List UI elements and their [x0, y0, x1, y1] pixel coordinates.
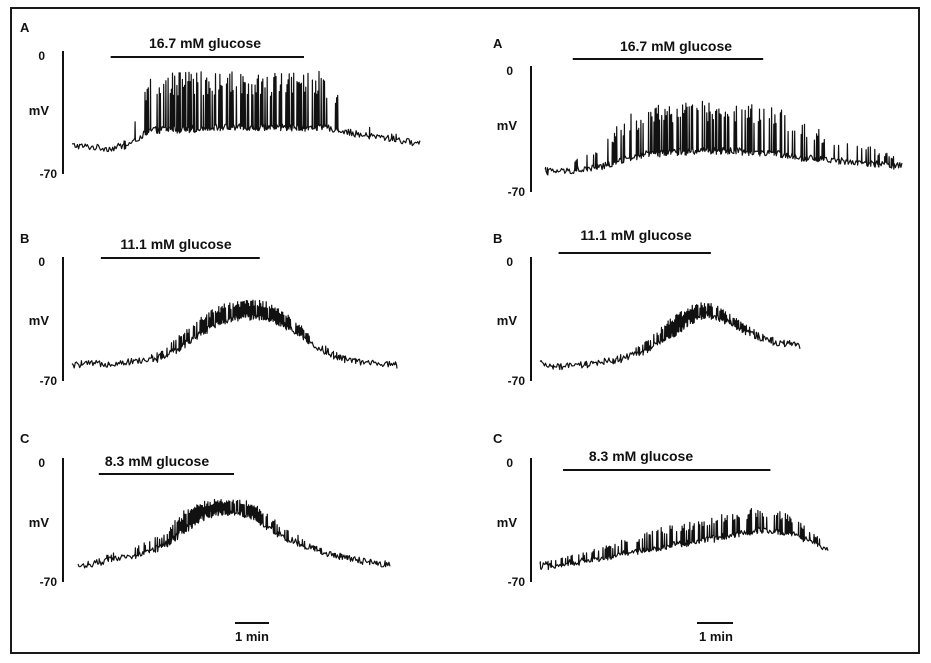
panel-letter: A	[20, 20, 30, 35]
y-tick-label-bottom: -70	[40, 167, 58, 181]
y-tick-label-bottom: -70	[40, 575, 58, 589]
y-tick-label-top: 0	[38, 255, 45, 269]
condition-label: 11.1 mM glucose	[580, 227, 691, 243]
condition-label: 16.7 mM glucose	[149, 35, 261, 51]
y-tick-label-top: 0	[506, 255, 513, 269]
y-axis-label: mV	[29, 103, 50, 118]
panel-letter: B	[20, 231, 29, 246]
trace-panel-4: C 8.3 mM glucose 0 -70 mV	[20, 431, 391, 589]
figure-frame	[10, 7, 920, 654]
y-tick-label-bottom: -70	[508, 575, 526, 589]
membrane-potential-trace	[539, 302, 801, 371]
scale-bar-right-label: 1 min	[699, 629, 733, 644]
y-axis-label: mV	[497, 118, 518, 133]
scale-bar-left: 1 min	[235, 622, 269, 644]
panel-letter: C	[20, 431, 30, 446]
y-axis-label: mV	[29, 515, 50, 530]
y-tick-label-top: 0	[38, 456, 45, 470]
scale-bar-right: 1 min	[697, 622, 733, 644]
trace-panel-0: A 16.7 mM glucose 0 -70 mV	[20, 20, 421, 181]
y-tick-label-top: 0	[506, 64, 513, 78]
panels: A 16.7 mM glucose 0 -70 mV A 16.7 mM glucose 0 -…	[20, 20, 903, 589]
condition-label: 8.3 mM glucose	[105, 453, 209, 469]
y-axis-label: mV	[497, 313, 518, 328]
panel-letter: B	[493, 231, 502, 246]
membrane-potential-trace	[539, 508, 829, 571]
y-tick-label-top: 0	[506, 456, 513, 470]
y-axis-label: mV	[497, 515, 518, 530]
condition-label: 8.3 mM glucose	[589, 448, 693, 464]
membrane-potential-trace	[71, 70, 421, 153]
y-tick-label-bottom: -70	[40, 374, 58, 388]
panel-letter: C	[493, 431, 503, 446]
y-tick-label-bottom: -70	[508, 185, 526, 199]
scale-bar-left-label: 1 min	[235, 629, 269, 644]
trace-panel-5: C 8.3 mM glucose 0 -70 mV	[493, 431, 829, 589]
trace-panel-3: B 11.1 mM glucose 0 -70 mV	[493, 227, 801, 388]
trace-panel-2: B 11.1 mM glucose 0 -70 mV	[20, 231, 398, 388]
y-axis-label: mV	[29, 313, 50, 328]
panel-letter: A	[493, 36, 503, 51]
membrane-potential-trace	[71, 299, 398, 369]
y-tick-label-top: 0	[38, 49, 45, 63]
membrane-potential-trace	[544, 100, 903, 176]
condition-label: 16.7 mM glucose	[620, 38, 732, 54]
y-tick-label-bottom: -70	[508, 374, 526, 388]
membrane-potential-trace	[77, 498, 391, 569]
condition-label: 11.1 mM glucose	[120, 236, 231, 252]
trace-panel-1: A 16.7 mM glucose 0 -70 mV	[493, 36, 903, 199]
